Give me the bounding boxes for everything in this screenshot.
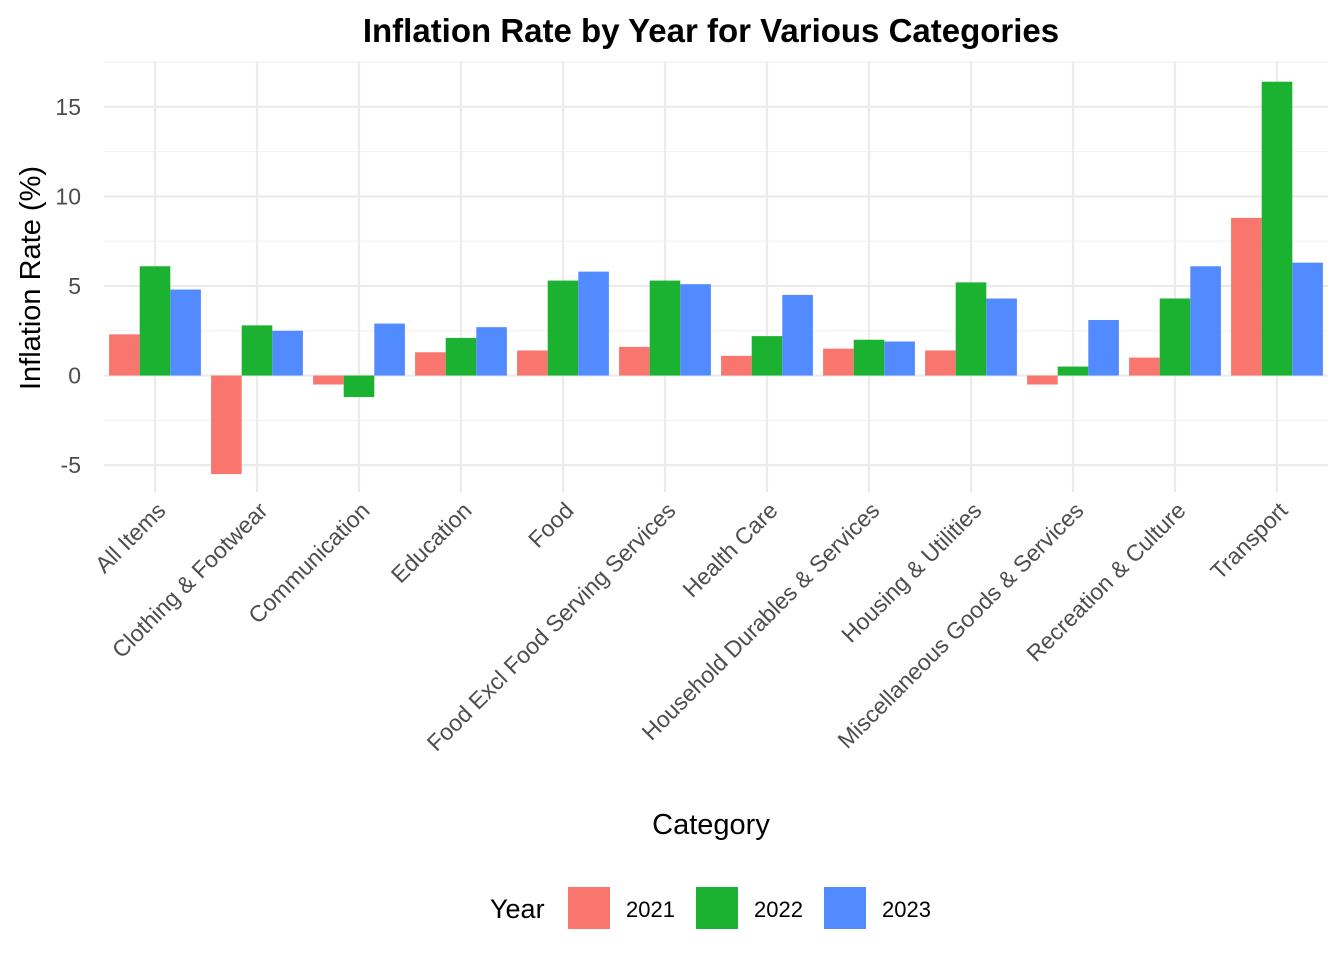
bar-miscellaneous-goods-and-services-2021 — [1027, 375, 1058, 385]
y-axis-ticks: -5 0 5 10 15 — [55, 94, 81, 478]
x-tick-label-all-items: All Items — [90, 497, 171, 578]
legend: Year 2021 2022 2023 — [490, 887, 931, 929]
y-axis-title: Inflation Rate (%) — [15, 166, 47, 390]
bar-all-items-2022 — [139, 266, 171, 376]
y-tick-label: 5 — [68, 273, 81, 299]
legend-key-2023 — [824, 887, 866, 929]
bar-transport-2023 — [1292, 262, 1323, 376]
y-tick-label: 15 — [55, 94, 81, 120]
bar-transport-2022 — [1261, 81, 1293, 376]
legend-label-2021: 2021 — [626, 897, 675, 922]
y-tick-label: -5 — [61, 452, 81, 478]
bar-housing-and-utilities-2023 — [986, 298, 1017, 376]
x-tick-label-education: Education — [386, 497, 477, 588]
bar-recreation-and-culture-2022 — [1159, 298, 1191, 376]
y-tick-label: 0 — [68, 363, 81, 389]
bar-household-durables-and-services-2021 — [823, 348, 854, 376]
x-tick-label-transport: Transport — [1205, 497, 1293, 585]
bar-miscellaneous-goods-and-services-2022 — [1057, 366, 1089, 376]
grid-lines — [104, 61, 1328, 492]
bar-transport-2021 — [1231, 217, 1262, 376]
bar-health-care-2022 — [751, 336, 783, 376]
bar-household-durables-and-services-2022 — [853, 339, 885, 376]
bar-education-2023 — [476, 327, 507, 376]
legend-key-2021 — [568, 887, 610, 929]
bar-food-2023 — [578, 271, 609, 376]
bar-clothing-and-footwear-2022 — [241, 325, 273, 376]
bar-household-durables-and-services-2023 — [884, 341, 915, 376]
bar-health-care-2021 — [721, 355, 752, 376]
bar-food-excl-food-serving-services-2022 — [649, 280, 681, 376]
bar-recreation-and-culture-2023 — [1190, 266, 1221, 376]
chart-title: Inflation Rate by Year for Various Categ… — [363, 12, 1059, 49]
x-tick-label-food: Food — [523, 497, 578, 552]
bar-all-items-2021 — [109, 334, 140, 376]
bar-all-items-2023 — [170, 289, 201, 376]
bar-food-2021 — [517, 350, 548, 376]
legend-label-2022: 2022 — [754, 897, 803, 922]
bar-education-2022 — [445, 337, 477, 376]
bar-communication-2021 — [313, 375, 344, 385]
bar-food-2022 — [547, 280, 579, 376]
bars — [109, 81, 1323, 475]
legend-key-2022 — [696, 887, 738, 929]
legend-title: Year — [490, 894, 545, 924]
y-tick-label: 10 — [55, 183, 81, 209]
x-tick-label-health-care: Health Care — [677, 497, 782, 602]
bar-clothing-and-footwear-2021 — [211, 375, 242, 475]
bar-communication-2022 — [343, 375, 375, 398]
bar-food-excl-food-serving-services-2023 — [680, 284, 711, 376]
bar-housing-and-utilities-2022 — [955, 282, 987, 376]
bar-housing-and-utilities-2021 — [925, 350, 956, 376]
bar-health-care-2023 — [782, 294, 813, 376]
x-axis-title: Category — [652, 809, 770, 841]
bar-clothing-and-footwear-2023 — [272, 330, 303, 376]
bar-miscellaneous-goods-and-services-2023 — [1088, 320, 1119, 376]
bar-food-excl-food-serving-services-2021 — [619, 346, 650, 376]
bar-communication-2023 — [374, 323, 405, 376]
legend-label-2023: 2023 — [882, 897, 931, 922]
bar-education-2021 — [415, 352, 446, 376]
bar-recreation-and-culture-2021 — [1129, 357, 1160, 376]
